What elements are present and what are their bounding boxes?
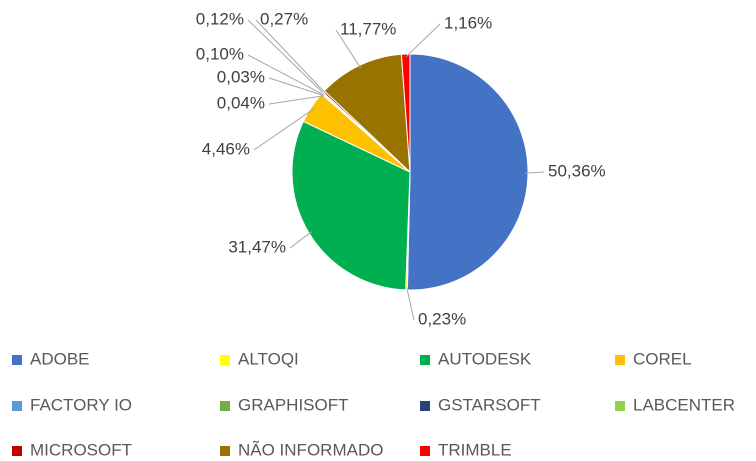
legend-swatch	[220, 401, 230, 411]
legend-swatch	[12, 446, 22, 456]
legend-label: AUTODESK	[438, 349, 532, 368]
legend-label: MICROSOFT	[30, 440, 132, 459]
legend-swatch	[220, 355, 230, 365]
legend-label: NÃO INFORMADO	[238, 440, 383, 459]
legend-label: ALTOQI	[238, 349, 299, 368]
data-label: 4,46%	[202, 139, 250, 158]
data-label: 1,16%	[444, 13, 492, 32]
legend-label: TRIMBLE	[438, 440, 512, 459]
legend-label: GRAPHISOFT	[238, 395, 349, 414]
data-label: 0,23%	[418, 309, 466, 328]
legend-swatch	[615, 355, 625, 365]
pie-slice	[406, 53, 529, 291]
leader-line	[255, 19, 327, 94]
data-label: 0,12%	[196, 9, 244, 28]
leader-line	[289, 231, 312, 249]
leader-line	[247, 54, 325, 96]
leader-line	[268, 77, 325, 97]
leader-line	[524, 171, 545, 174]
leader-line	[268, 95, 324, 105]
legend-swatch	[615, 401, 625, 411]
legend-label: COREL	[633, 349, 692, 368]
leader-line	[405, 23, 441, 58]
leader-line	[247, 19, 326, 96]
leader-line	[335, 29, 362, 69]
legend-label: ADOBE	[30, 349, 90, 368]
data-label: 0,27%	[260, 9, 308, 28]
legend-label: GSTARSOFT	[438, 395, 541, 414]
data-label: 0,03%	[217, 67, 265, 86]
leader-line	[253, 108, 315, 151]
legend-swatch	[12, 355, 22, 365]
legend-swatch	[220, 446, 230, 456]
data-label: 31,47%	[228, 237, 286, 256]
data-label: 11,77%	[340, 19, 396, 38]
legend-swatch	[12, 401, 22, 411]
legend-swatch	[420, 446, 430, 456]
leader-line	[406, 286, 415, 321]
legend-label: FACTORY IO	[30, 395, 132, 414]
legend-swatch	[420, 355, 430, 365]
data-label: 0,04%	[217, 93, 265, 112]
data-label: 0,10%	[196, 44, 244, 63]
legend-swatch	[420, 401, 430, 411]
pie-slice	[400, 53, 411, 173]
legend-label: LABCENTER	[633, 395, 735, 414]
data-label: 50,36%	[548, 161, 606, 180]
